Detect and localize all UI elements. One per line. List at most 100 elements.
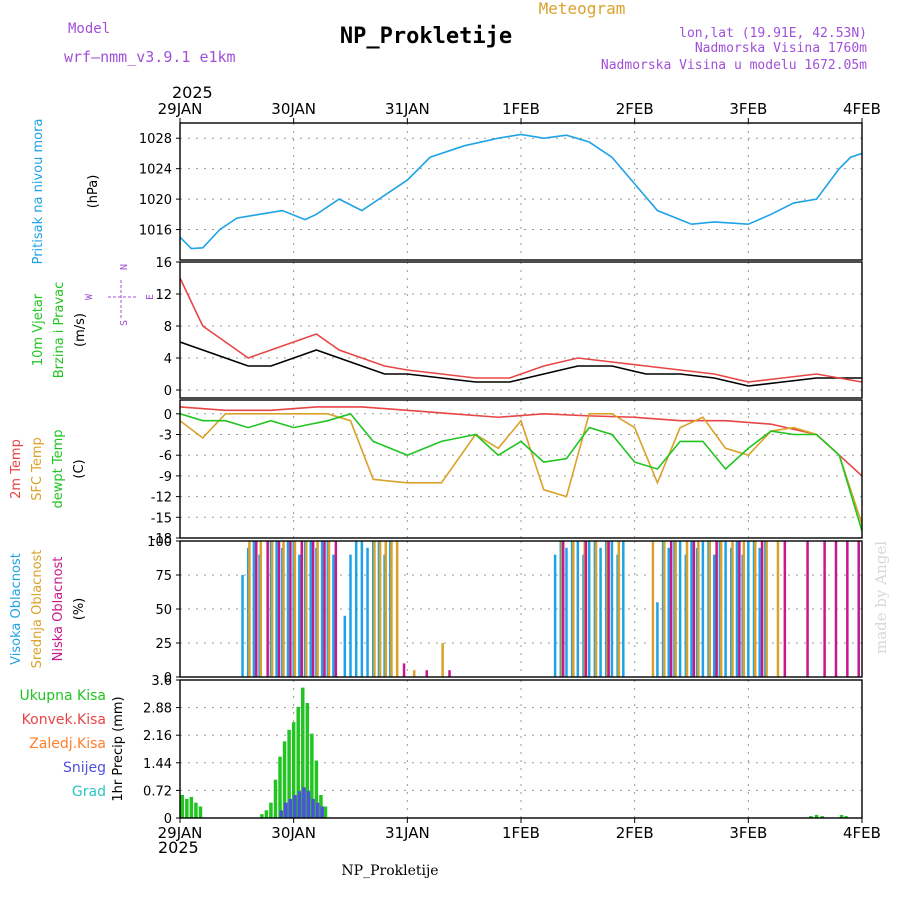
clouds-bar	[731, 541, 734, 677]
pressure-series-group	[180, 133, 862, 250]
year-label-top: 2025	[172, 83, 213, 102]
temperature-line-dewpt-temp	[180, 412, 862, 532]
clouds-bar	[277, 541, 281, 677]
clouds-bar	[622, 541, 625, 677]
clouds-bar	[323, 541, 326, 677]
clouds-bar	[669, 541, 673, 677]
precip-bar	[320, 806, 324, 818]
wind-y-label: (m/s)	[73, 313, 88, 347]
clouds-bar	[685, 541, 689, 677]
clouds-bar	[678, 541, 682, 677]
x-tick-label-bottom: 3FEB	[729, 824, 767, 842]
clouds-bar	[255, 541, 258, 677]
precip-panel-frame	[179, 679, 863, 819]
clouds-bar	[425, 670, 429, 677]
clouds-bar	[697, 541, 700, 677]
pressure-y-label: (hPa)	[86, 175, 101, 209]
precip-bar	[315, 802, 320, 818]
clouds-bar	[378, 541, 382, 677]
clouds-bar	[311, 541, 315, 677]
precip-bar	[314, 760, 319, 818]
clouds-y-label: (%)	[72, 598, 87, 621]
precip-bar	[809, 816, 813, 818]
y-tick-label: 2.88	[143, 702, 172, 717]
clouds-bar	[565, 547, 568, 677]
y-tick-label: -15	[151, 511, 172, 526]
precip-bar	[260, 814, 264, 818]
clouds-y-label: Srednja Oblacnost	[30, 550, 45, 669]
wind-y-label: Brzina i Pravac	[52, 282, 67, 379]
y-tick-label: -6	[159, 449, 172, 464]
y-tick-label: 1020	[139, 193, 172, 208]
x-tick-label-bottom: 1FEB	[502, 824, 540, 842]
temperature-line-sfc-temp	[180, 412, 862, 525]
precip-bar	[185, 798, 189, 818]
y-tick-label: 0	[164, 812, 172, 827]
pressure-panel-frame	[179, 122, 863, 261]
precip-legend-snijeg: Snijeg	[63, 760, 106, 776]
clouds-bar	[553, 554, 557, 677]
clouds-bar	[587, 541, 591, 677]
precip-bar	[306, 791, 311, 818]
model-name: wrf—nmm_v3.9.1 e1km	[64, 48, 236, 66]
y-tick-label: 1016	[139, 224, 172, 239]
y-tick-label: 0	[164, 671, 172, 686]
temperature-y-label: 2m Temp	[9, 439, 24, 499]
temperature-panel-frame	[179, 399, 863, 539]
x-tick-label-bottom: 31JAN	[385, 824, 430, 842]
clouds-bar	[708, 541, 711, 677]
clouds-bar	[390, 541, 393, 677]
precip-bar	[291, 722, 296, 818]
clouds-bar	[441, 643, 444, 677]
clouds-bar	[241, 575, 244, 677]
precip-bar	[269, 802, 273, 818]
clouds-bar	[270, 541, 274, 677]
wind-compass-icon: N E S W	[84, 264, 156, 326]
x-tick-label-bottom: 2FEB	[616, 824, 654, 842]
y-tick-label: 50	[155, 603, 172, 618]
clouds-bar	[747, 541, 750, 677]
temperature-series-group	[180, 406, 862, 532]
precip-bar	[305, 703, 310, 818]
y-tick-label: -18	[151, 532, 172, 547]
clouds-bar	[667, 547, 671, 677]
compass-west: W	[84, 293, 95, 300]
clouds-bar	[758, 547, 761, 677]
elevation-text: Nadmorska Visina 1760m	[695, 41, 867, 56]
precip-series-group	[180, 687, 848, 818]
precip-bar	[820, 816, 824, 818]
clouds-bar	[765, 541, 768, 677]
x-tick-label-top: 30JAN	[271, 100, 316, 118]
precip-bar	[279, 810, 283, 818]
clouds-bar	[332, 554, 335, 677]
y-tick-label: -3	[159, 429, 172, 444]
y-tick-label: 0	[164, 384, 172, 399]
precip-bar	[282, 741, 287, 818]
clouds-bar	[692, 541, 696, 677]
clouds-bar	[753, 541, 757, 677]
pressure-line-series	[180, 133, 862, 250]
clouds-bar	[846, 541, 849, 677]
clouds-bar	[690, 541, 693, 677]
y-tick-label: 0	[164, 408, 172, 423]
precip-bar	[194, 802, 198, 818]
precip-bar	[278, 756, 282, 818]
precip-bar	[297, 791, 302, 818]
clouds-bar	[572, 541, 575, 677]
temperature-y-label: dewpt Temp	[51, 429, 66, 508]
precip-legend-grad: Grad	[72, 784, 106, 800]
clouds-bar	[316, 541, 319, 677]
clouds-bar	[674, 541, 677, 677]
page-title: NP_Prokletije	[340, 24, 512, 49]
compass-east: E	[145, 294, 156, 300]
x-tick-label-top: 2FEB	[616, 100, 654, 118]
y-tick-label: 3.6	[151, 674, 172, 689]
clouds-bar	[266, 541, 269, 677]
clouds-y-label: Visoka Oblacnost	[9, 553, 24, 665]
clouds-bar	[304, 541, 308, 677]
category-label: Meteogram	[539, 0, 626, 18]
y-tick-label: 1028	[139, 132, 172, 147]
clouds-bar	[354, 541, 358, 677]
y-tick-label: 100	[147, 535, 172, 550]
clouds-bar	[309, 541, 312, 677]
